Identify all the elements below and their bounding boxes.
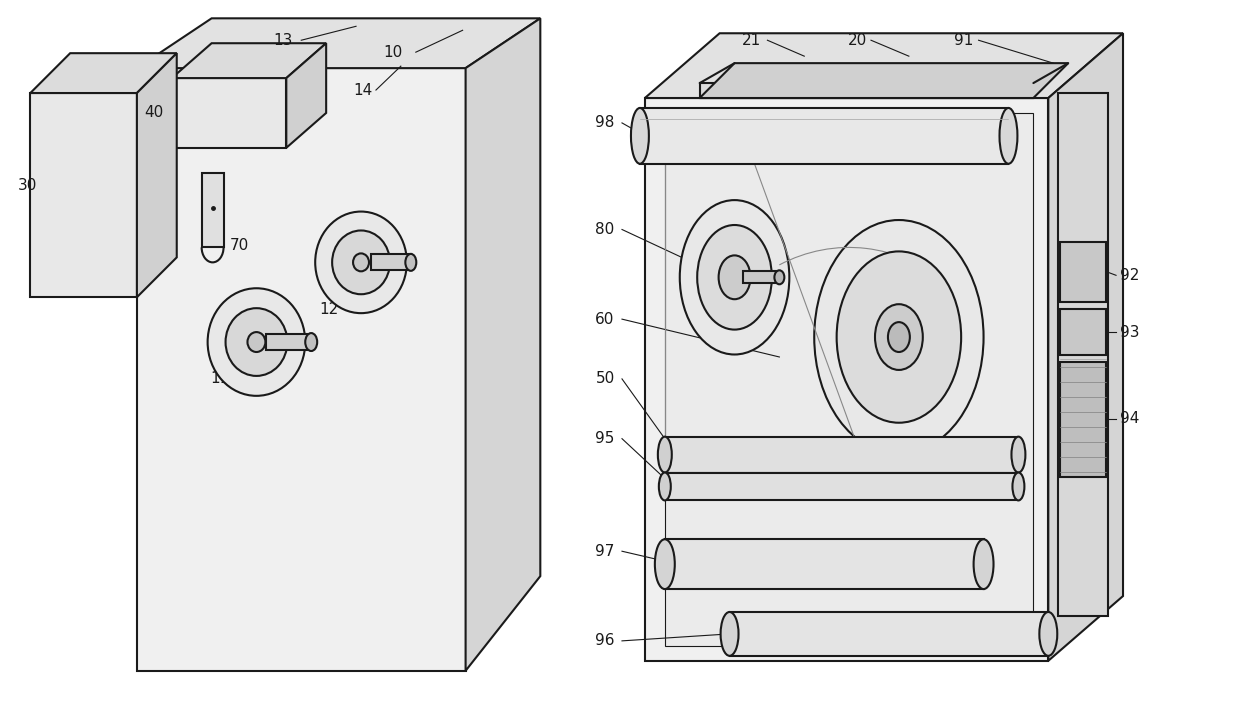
Polygon shape bbox=[1060, 243, 1106, 302]
Ellipse shape bbox=[332, 230, 389, 294]
Text: 11: 11 bbox=[210, 371, 229, 387]
Polygon shape bbox=[729, 612, 1048, 656]
Text: 80: 80 bbox=[595, 222, 615, 237]
Polygon shape bbox=[286, 43, 326, 148]
Ellipse shape bbox=[631, 108, 649, 164]
Text: 14: 14 bbox=[353, 83, 373, 98]
Ellipse shape bbox=[815, 220, 983, 454]
Text: 96: 96 bbox=[595, 633, 615, 648]
Polygon shape bbox=[665, 539, 983, 589]
Polygon shape bbox=[665, 113, 1033, 646]
Ellipse shape bbox=[1012, 437, 1025, 472]
Polygon shape bbox=[665, 437, 1018, 472]
Polygon shape bbox=[202, 173, 223, 247]
Polygon shape bbox=[743, 271, 780, 284]
Polygon shape bbox=[465, 18, 541, 671]
Polygon shape bbox=[640, 108, 1008, 164]
Polygon shape bbox=[1058, 93, 1109, 616]
Polygon shape bbox=[172, 78, 286, 148]
Text: 30: 30 bbox=[17, 178, 37, 193]
Polygon shape bbox=[645, 98, 1048, 661]
Ellipse shape bbox=[655, 539, 675, 589]
Text: 21: 21 bbox=[742, 33, 761, 48]
Polygon shape bbox=[267, 334, 311, 350]
Text: 70: 70 bbox=[229, 238, 249, 253]
Polygon shape bbox=[1048, 33, 1123, 661]
Polygon shape bbox=[1060, 309, 1106, 355]
Text: 12: 12 bbox=[320, 302, 339, 317]
Text: 10: 10 bbox=[383, 45, 403, 59]
Ellipse shape bbox=[226, 308, 288, 376]
Polygon shape bbox=[172, 43, 326, 78]
Ellipse shape bbox=[658, 437, 672, 472]
Polygon shape bbox=[665, 472, 1018, 501]
Text: 13: 13 bbox=[274, 33, 293, 48]
Ellipse shape bbox=[837, 252, 961, 423]
Ellipse shape bbox=[1039, 612, 1058, 656]
Ellipse shape bbox=[720, 612, 739, 656]
Polygon shape bbox=[136, 53, 177, 297]
Ellipse shape bbox=[1012, 472, 1024, 501]
Text: 94: 94 bbox=[1120, 411, 1140, 426]
Polygon shape bbox=[1060, 362, 1106, 477]
Polygon shape bbox=[699, 83, 1033, 98]
Ellipse shape bbox=[405, 254, 417, 271]
Ellipse shape bbox=[888, 322, 910, 352]
Ellipse shape bbox=[697, 225, 773, 329]
Text: 20: 20 bbox=[847, 33, 867, 48]
Polygon shape bbox=[30, 93, 136, 297]
Ellipse shape bbox=[248, 332, 265, 352]
Text: 97: 97 bbox=[595, 544, 615, 559]
Ellipse shape bbox=[353, 253, 370, 271]
Ellipse shape bbox=[315, 211, 407, 313]
Ellipse shape bbox=[305, 333, 317, 351]
Text: 98: 98 bbox=[595, 115, 615, 130]
Text: 40: 40 bbox=[144, 105, 164, 120]
Text: 50: 50 bbox=[595, 371, 615, 387]
Polygon shape bbox=[30, 53, 177, 93]
Polygon shape bbox=[699, 63, 1068, 98]
Ellipse shape bbox=[680, 200, 790, 354]
Polygon shape bbox=[645, 33, 1123, 98]
Ellipse shape bbox=[658, 472, 671, 501]
Text: 60: 60 bbox=[595, 312, 615, 327]
Ellipse shape bbox=[719, 255, 750, 299]
Text: 91: 91 bbox=[954, 33, 973, 48]
Ellipse shape bbox=[875, 304, 923, 370]
Ellipse shape bbox=[775, 270, 785, 284]
Ellipse shape bbox=[973, 539, 993, 589]
Polygon shape bbox=[136, 18, 541, 68]
Text: 92: 92 bbox=[1120, 268, 1140, 283]
Ellipse shape bbox=[999, 108, 1018, 164]
Text: 95: 95 bbox=[595, 431, 615, 446]
Text: 93: 93 bbox=[1120, 325, 1140, 339]
Ellipse shape bbox=[207, 288, 305, 396]
Polygon shape bbox=[136, 68, 465, 671]
Polygon shape bbox=[371, 255, 410, 270]
